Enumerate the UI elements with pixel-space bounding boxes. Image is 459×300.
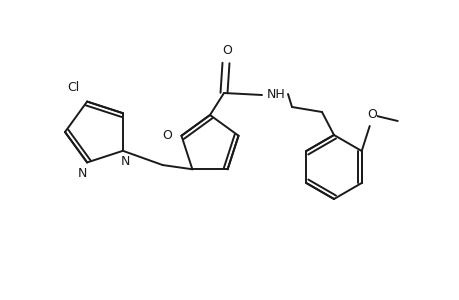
Text: O: O <box>162 129 172 142</box>
Text: NH: NH <box>266 88 285 100</box>
Text: N: N <box>121 155 130 168</box>
Text: N: N <box>77 167 87 180</box>
Text: Cl: Cl <box>67 81 79 94</box>
Text: O: O <box>366 107 376 121</box>
Text: O: O <box>222 44 231 58</box>
